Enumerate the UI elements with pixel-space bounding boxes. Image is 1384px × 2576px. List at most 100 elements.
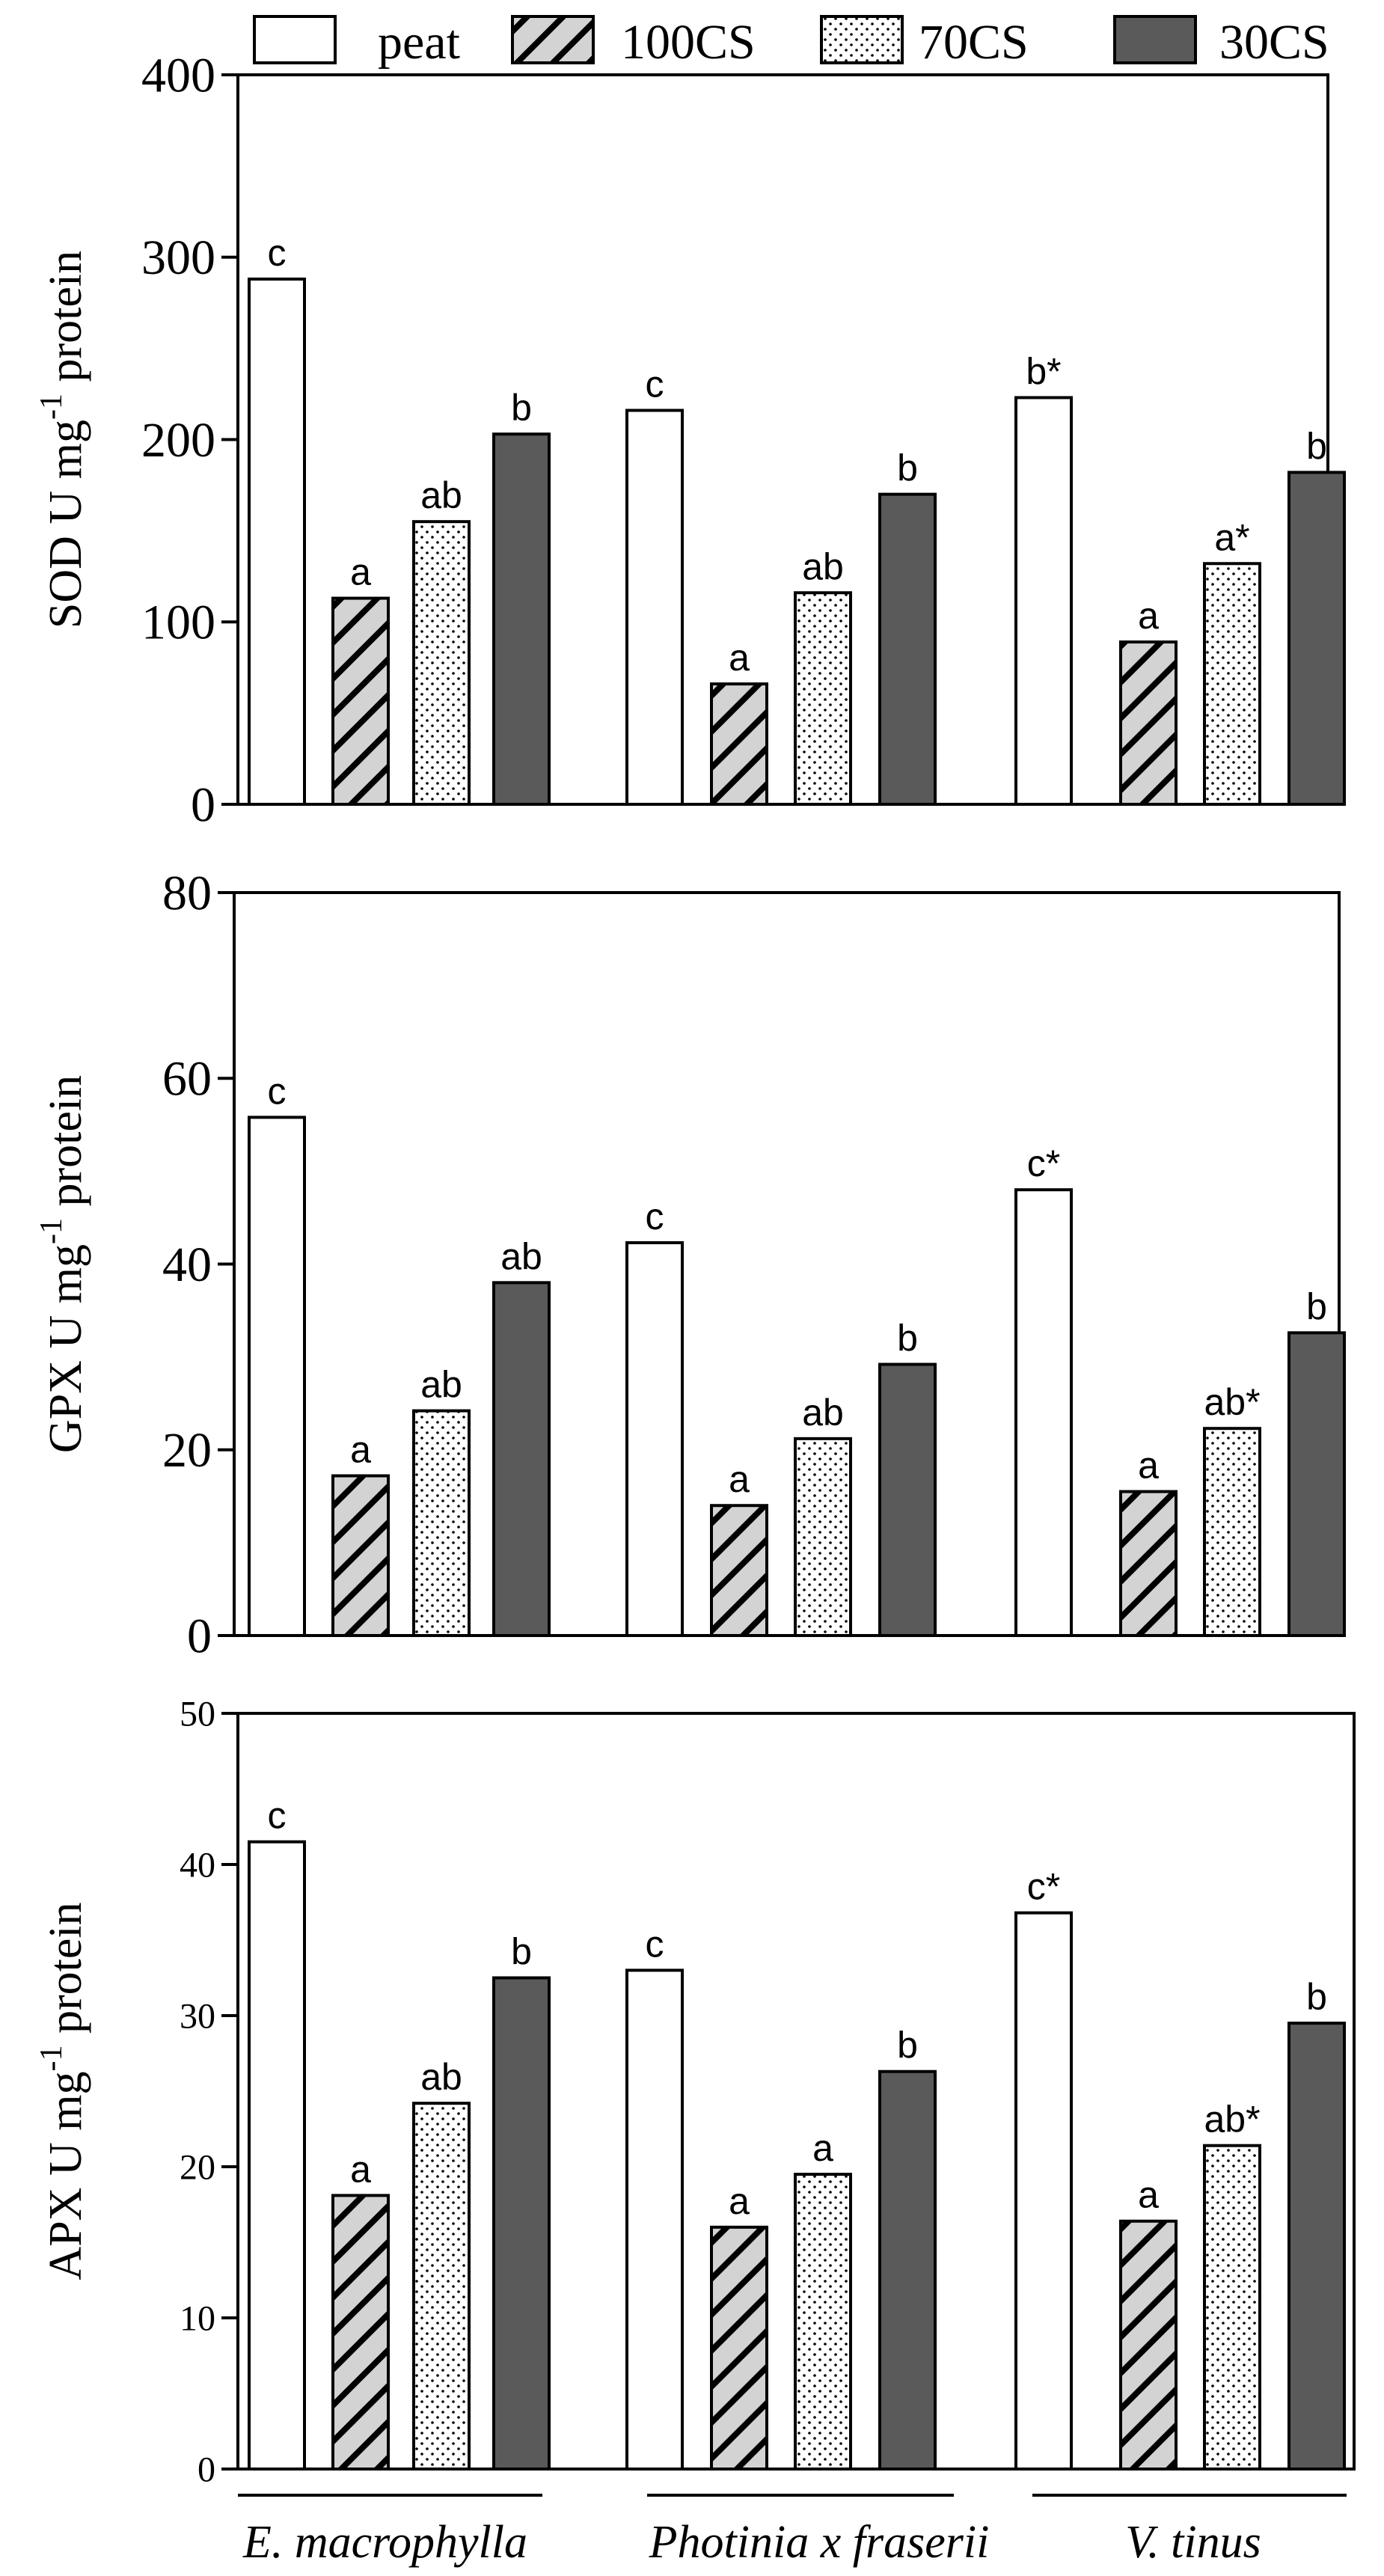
chart-panel-3: 0 10 20 30 40 50 APX U mg-1 protein c c c* a a a ab a a… xyxy=(34,1694,1356,2489)
bar-30CS-2 xyxy=(878,1362,937,1638)
bar-label-peat-1: c xyxy=(268,1795,287,1837)
y-tick-label: 30 xyxy=(180,1996,215,2036)
bar-label-70CS-3: a* xyxy=(1214,516,1249,558)
bar-peat-3 xyxy=(1014,396,1073,806)
bar-70CS-2 xyxy=(794,2173,852,2471)
bar-peat-3 xyxy=(1014,1911,1073,2471)
bar-100CS-2 xyxy=(710,2225,768,2471)
y-axis-label-main: SOD U mg xyxy=(40,420,91,628)
bar-label-peat-2: c xyxy=(646,1196,664,1237)
bar-30CS-2 xyxy=(878,2069,937,2471)
species-label-3: V. tinus xyxy=(1125,2517,1261,2568)
y-axis-label: SOD U mg-1 protein xyxy=(34,251,91,628)
y-tick-label: 40 xyxy=(162,1237,212,1292)
bar-100CS-1 xyxy=(331,1474,390,1637)
bar-label-70CS-1: ab xyxy=(420,1364,462,1406)
y-axis-label-tail: protein xyxy=(40,1902,91,2045)
y-tick-label: 50 xyxy=(180,1694,215,1734)
bar-30CS-1 xyxy=(492,432,551,806)
bar-70CS-1 xyxy=(412,520,471,806)
bar-label-100CS-1: a xyxy=(350,551,371,593)
bar-label-100CS-3: a xyxy=(1138,1445,1159,1487)
legend-swatch-70CS xyxy=(820,15,904,64)
y-tick-label: 60 xyxy=(162,1052,212,1107)
bar-30CS-3 xyxy=(1287,471,1346,806)
bar-label-70CS-1: ab xyxy=(420,2056,462,2098)
bar-30CS-2 xyxy=(878,492,937,806)
bar-label-peat-3: b* xyxy=(1026,350,1061,392)
y-axis-label-tail: protein xyxy=(40,1075,91,1218)
y-axis-label-sup: -1 xyxy=(34,1218,69,1244)
bar-70CS-3 xyxy=(1203,2144,1261,2471)
y-tick-label: 10 xyxy=(180,2298,215,2338)
bar-label-70CS-1: ab xyxy=(420,474,462,516)
y-tick-label: 0 xyxy=(187,1609,212,1663)
y-tick-label: 0 xyxy=(198,2450,215,2489)
y-axis-label-sup: -1 xyxy=(34,394,69,420)
bar-30CS-1 xyxy=(492,1281,551,1637)
y-tick-label: 40 xyxy=(180,1845,215,1885)
y-axis-label-main: APX U mg xyxy=(40,2072,91,2280)
bar-30CS-3 xyxy=(1287,2022,1346,2471)
bar-label-100CS-2: a xyxy=(729,2180,750,2222)
bar-label-70CS-3: ab* xyxy=(1204,1381,1260,1423)
bar-70CS-2 xyxy=(794,591,852,806)
y-axis-label-tail: protein xyxy=(40,251,91,394)
bar-70CS-3 xyxy=(1203,562,1261,806)
bar-100CS-3 xyxy=(1119,2219,1178,2471)
bar-peat-1 xyxy=(248,1840,306,2471)
bar-peat-2 xyxy=(625,1968,684,2471)
bar-label-30CS-2: b xyxy=(897,447,918,489)
species-label-1: E. macrophylla xyxy=(242,2517,527,2568)
chart-panel-2: 0 20 40 60 80 GPX U mg-1 protein c c c* a a a ab ab ab… xyxy=(34,866,1346,1663)
y-tick-label: 0 xyxy=(191,777,215,832)
y-tick-label: 300 xyxy=(141,230,215,285)
legend-label-30CS: 30CS xyxy=(1219,15,1329,70)
legend: peat 100CS 70CS 30CS xyxy=(253,15,1329,70)
bar-label-peat-2: c xyxy=(646,364,664,406)
bar-100CS-1 xyxy=(331,2194,390,2471)
legend-swatch-peat xyxy=(253,15,337,64)
bar-label-70CS-3: ab* xyxy=(1204,2099,1260,2141)
y-axis-label-sup: -1 xyxy=(34,2046,69,2072)
bar-30CS-1 xyxy=(492,1976,551,2471)
bar-label-30CS-1: b xyxy=(511,387,532,429)
species-label-2: Photinia x fraserii xyxy=(649,2517,990,2568)
y-tick-label: 100 xyxy=(141,596,215,650)
bar-30CS-3 xyxy=(1287,1331,1346,1638)
species-axis: E. macrophylla Photinia x fraserii V. tinu… xyxy=(238,2494,1347,2568)
bar-label-100CS-3: a xyxy=(1138,595,1159,637)
bar-peat-1 xyxy=(248,278,306,806)
bar-100CS-2 xyxy=(710,682,768,806)
y-tick-label: 400 xyxy=(141,48,215,103)
legend-swatch-100CS xyxy=(511,15,595,64)
legend-label-peat: peat xyxy=(378,15,460,70)
y-axis-label: APX U mg-1 protein xyxy=(34,1902,91,2280)
bar-label-30CS-1: b xyxy=(511,1931,532,1973)
bar-70CS-2 xyxy=(794,1437,852,1637)
bar-peat-3 xyxy=(1014,1188,1073,1637)
bar-label-30CS-3: b xyxy=(1306,425,1327,467)
bar-label-30CS-3: b xyxy=(1306,1976,1327,2018)
bar-label-30CS-2: b xyxy=(897,1318,918,1359)
bar-label-70CS-2: ab xyxy=(802,545,844,587)
bar-label-peat-3: c* xyxy=(1027,1866,1060,1908)
legend-swatch-30CS xyxy=(1113,15,1197,64)
bar-label-peat-3: c* xyxy=(1027,1142,1060,1184)
bar-100CS-3 xyxy=(1119,1490,1178,1637)
bar-70CS-3 xyxy=(1203,1427,1261,1638)
bar-label-70CS-2: ab xyxy=(802,1392,844,1434)
y-tick-label: 20 xyxy=(162,1423,212,1478)
bar-label-100CS-2: a xyxy=(729,637,750,679)
bar-label-peat-1: c xyxy=(268,1070,287,1112)
bar-label-70CS-2: a xyxy=(812,2127,833,2169)
legend-label-100CS: 100CS xyxy=(621,15,756,70)
bar-label-100CS-1: a xyxy=(350,1429,371,1471)
y-axis-label-main: GPX U mg xyxy=(40,1244,91,1453)
bar-70CS-1 xyxy=(412,1409,471,1638)
bar-label-30CS-1: ab xyxy=(500,1235,542,1277)
bar-label-100CS-3: a xyxy=(1138,2174,1159,2216)
y-tick-label: 20 xyxy=(180,2147,215,2187)
